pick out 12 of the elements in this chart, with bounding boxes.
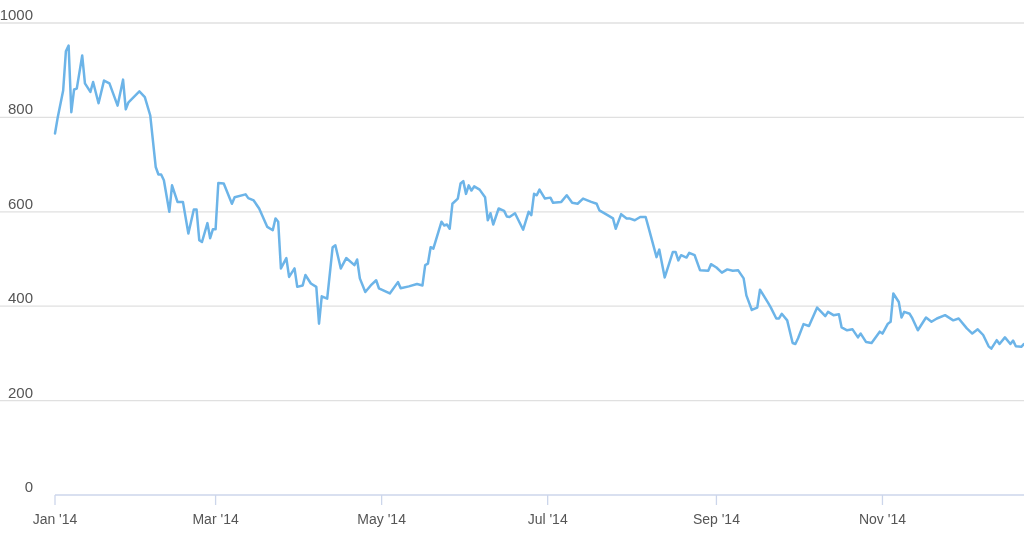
y-tick-label: 1000 bbox=[0, 6, 33, 23]
y-tick-label: 0 bbox=[24, 478, 33, 495]
x-tick-label: Nov '14 bbox=[858, 511, 907, 527]
x-tick-label: May '14 bbox=[357, 511, 407, 527]
y-tick-label: 800 bbox=[7, 100, 33, 118]
y-tick-label: 200 bbox=[7, 383, 33, 401]
x-tick-label: Jul '14 bbox=[527, 511, 568, 527]
x-tick-label: Jan '14 bbox=[32, 511, 78, 527]
y-tick-label: 400 bbox=[7, 289, 33, 307]
x-tick-label: Sep '14 bbox=[692, 511, 741, 527]
y-tick-label: 600 bbox=[7, 194, 33, 212]
x-tick-label: Mar '14 bbox=[192, 511, 239, 527]
